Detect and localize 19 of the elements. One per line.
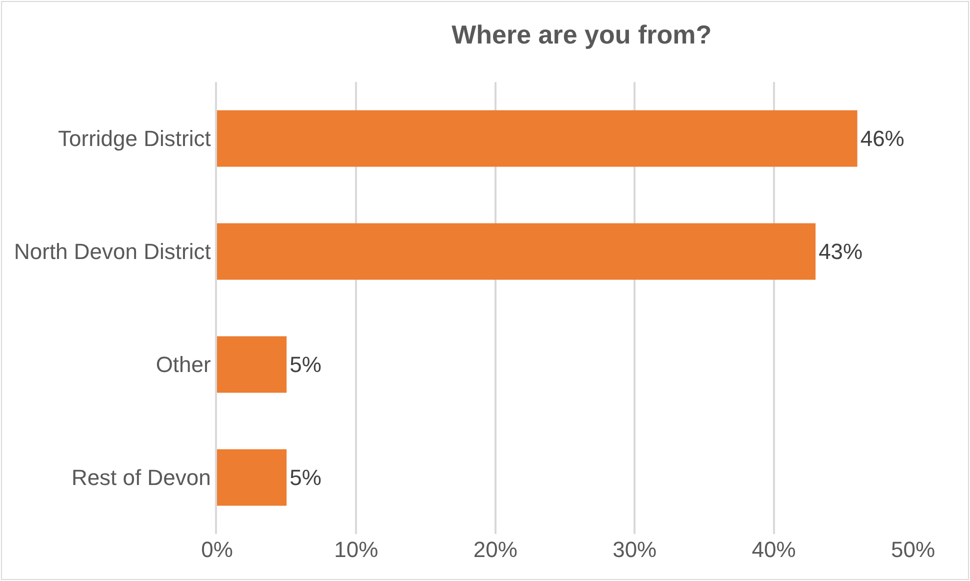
y-tick-label: Rest of Devon	[71, 465, 211, 490]
y-tick-label: North Devon District	[14, 239, 211, 264]
x-tick-label: 10%	[334, 537, 378, 562]
data-label: 46%	[860, 126, 904, 151]
data-label: 43%	[818, 239, 863, 264]
bar	[217, 449, 287, 506]
x-tick-label: 30%	[612, 537, 657, 562]
bar	[217, 336, 287, 393]
chart-title: Where are you from?	[452, 19, 712, 50]
x-tick-label: 40%	[752, 537, 796, 562]
x-tick-label: 20%	[473, 537, 518, 562]
bar	[217, 223, 816, 280]
x-tick-label: 0%	[201, 537, 233, 562]
y-tick-label: Torridge District	[58, 126, 211, 152]
data-label: 5%	[290, 352, 322, 377]
bar	[217, 110, 858, 167]
y-tick-label: Other	[156, 352, 211, 378]
data-label: 5%	[290, 465, 322, 490]
x-tick-label: 50%	[890, 537, 936, 562]
